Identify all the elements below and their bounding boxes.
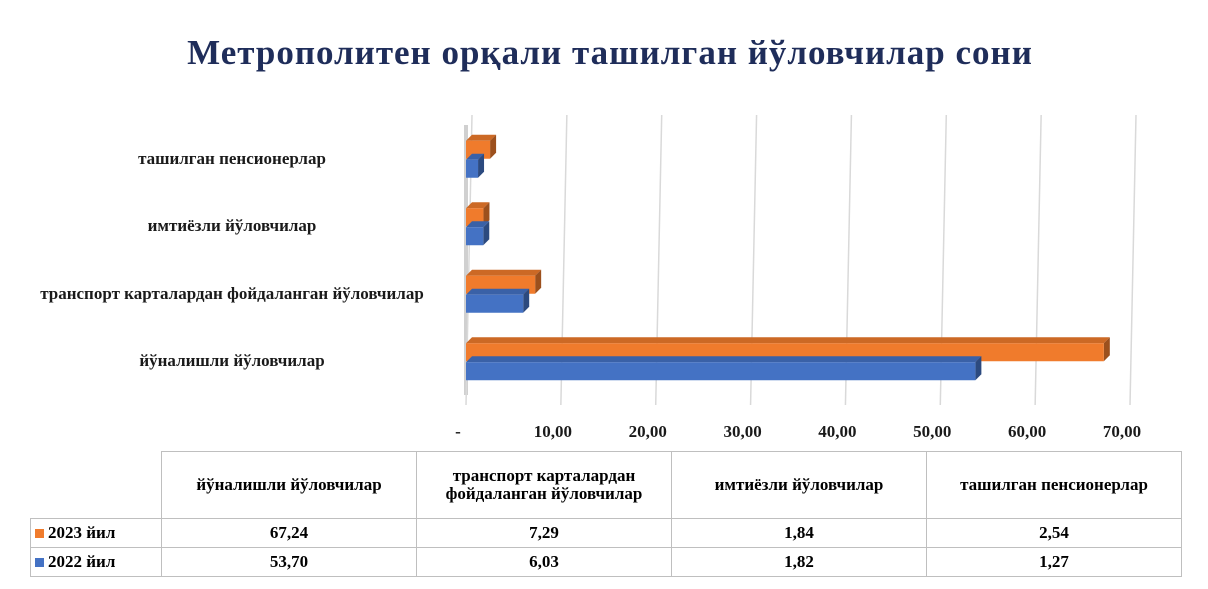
table-header: йўналишли йўловчилар xyxy=(161,451,417,519)
table-row: 2022 йил 53,70 6,03 1,82 1,27 xyxy=(30,547,1182,577)
bar-top xyxy=(466,134,497,141)
table-row: 2023 йил 67,24 7,29 1,84 2,54 xyxy=(30,518,1182,548)
bar-top xyxy=(466,153,485,160)
x-tick-label: 40,00 xyxy=(818,422,856,441)
bar-side xyxy=(523,288,530,313)
table-corner xyxy=(30,451,162,519)
bar-top xyxy=(466,288,530,295)
bar xyxy=(466,227,484,246)
table-cell: 1,27 xyxy=(926,547,1182,577)
y-tick-label: йўналишли йўловчилар xyxy=(139,351,325,371)
table-cell: 7,29 xyxy=(416,518,672,548)
table-cell: 53,70 xyxy=(161,547,417,577)
x-tick-label: 70,00 xyxy=(1103,422,1141,441)
table-cell: 6,03 xyxy=(416,547,672,577)
x-tick-label: 50,00 xyxy=(913,422,951,441)
legend-swatch xyxy=(35,529,44,538)
x-tick-label: 10,00 xyxy=(534,422,572,441)
table-header: ташилган пенсионерлар xyxy=(926,451,1182,519)
bar-top xyxy=(466,269,542,276)
bar xyxy=(466,294,524,313)
bar-top xyxy=(466,356,982,363)
grid-line xyxy=(1034,114,1042,406)
bar-top xyxy=(466,221,490,228)
bar-top xyxy=(466,202,490,209)
legend-label: 2022 йил xyxy=(48,552,116,571)
table-header: транспорт карталардан фойдаланган йўловч… xyxy=(416,451,672,519)
data-table: йўналишли йўловчилар транспорт карталарда… xyxy=(30,451,1182,577)
bar xyxy=(466,362,976,381)
legend-label: 2023 йил xyxy=(48,523,116,542)
bar-side xyxy=(483,221,490,246)
table-header: имтиёзли йўловчилар xyxy=(671,451,927,519)
x-tick-label: - xyxy=(455,422,461,441)
x-tick-label: 60,00 xyxy=(1008,422,1046,441)
bar-top xyxy=(466,337,1110,344)
legend-swatch xyxy=(35,558,44,567)
table-cell: 1,84 xyxy=(671,518,927,548)
bar-side xyxy=(1103,337,1110,362)
y-tick-label: транспорт карталардан фойдаланган йўловч… xyxy=(40,283,424,303)
bar-side xyxy=(975,356,982,381)
x-tick-label: 20,00 xyxy=(629,422,667,441)
bar-side xyxy=(535,269,542,294)
grid-line xyxy=(1129,114,1137,406)
bar-side xyxy=(483,202,490,227)
plot: - 10,00 20,00 30,00 40,00 50,00 60,00 70,00 xyxy=(455,114,1141,441)
legend-entry: 2022 йил xyxy=(30,547,162,577)
y-tick-label: ташилган пенсионерлар xyxy=(138,148,326,168)
y-tick-label: имтиёзли йўловчилар xyxy=(147,216,317,236)
table-header-row: йўналишли йўловчилар транспорт карталарда… xyxy=(30,451,1182,519)
legend-entry: 2023 йил xyxy=(30,518,162,548)
table-cell: 2,54 xyxy=(926,518,1182,548)
bar-side xyxy=(490,134,497,159)
chart-title: Метрополитен орқали ташилган йўловчилар … xyxy=(187,33,1033,72)
x-tick-label: 30,00 xyxy=(723,422,761,441)
table-cell: 1,82 xyxy=(671,547,927,577)
table-cell: 67,24 xyxy=(161,518,417,548)
bar xyxy=(466,159,479,178)
bar-side xyxy=(478,153,485,178)
